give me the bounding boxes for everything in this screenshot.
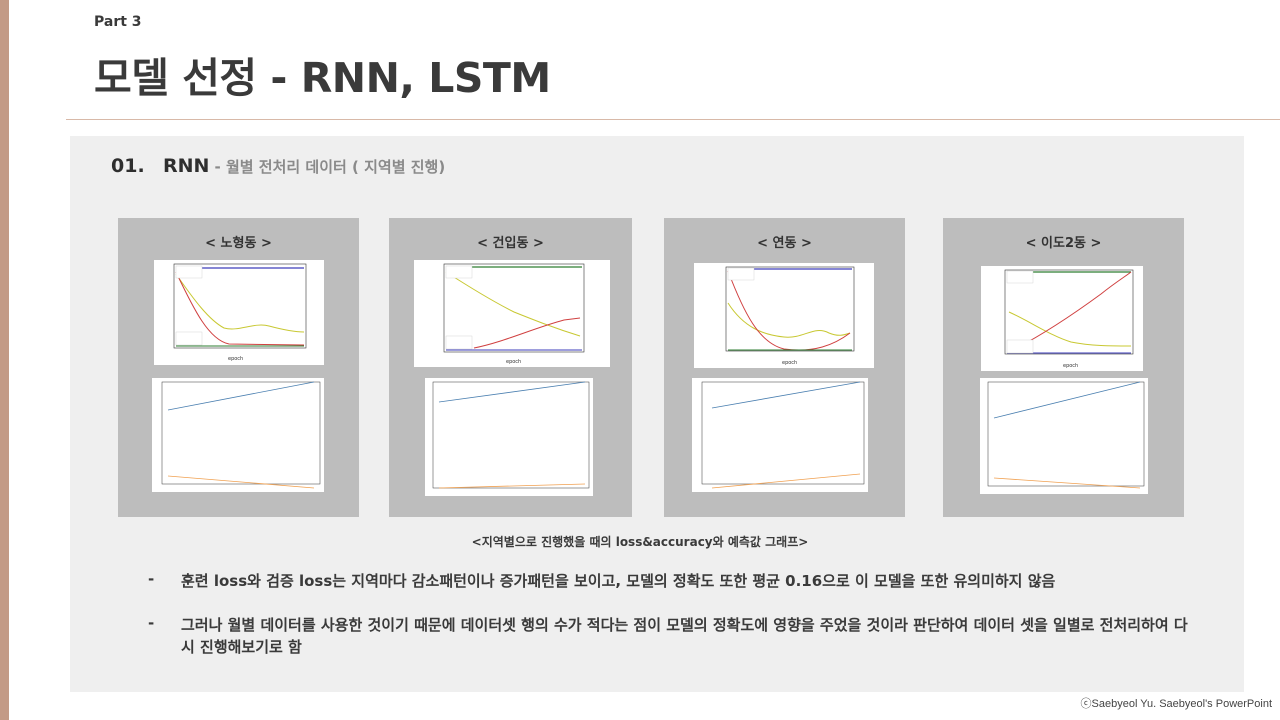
loss-accuracy-plot: epoch <box>694 263 874 368</box>
card-title: < 이도2동 > <box>943 232 1184 251</box>
loss-accuracy-plot: epoch <box>154 260 324 365</box>
bullet-dash: - <box>148 570 154 588</box>
section-description: - 월별 전처리 데이터 ( 지역별 진행) <box>215 158 446 176</box>
side-accent-bar <box>0 0 9 720</box>
bullet-text: 훈련 loss와 검증 loss는 지역마다 감소패턴이나 증가패턴을 보이고,… <box>181 570 1191 592</box>
figure-caption: <지역별으로 진행했을 때의 loss&accuracy와 예측값 그래프> <box>0 533 1280 550</box>
prediction-plot <box>425 378 593 496</box>
title-divider <box>66 119 1280 120</box>
prediction-chart <box>980 378 1148 494</box>
svg-text:epoch: epoch <box>1063 363 1078 369</box>
prediction-plot <box>152 378 324 492</box>
section-model: RNN <box>163 155 209 177</box>
region-card-nohyeong: < 노형동 > epoch <box>118 218 359 517</box>
prediction-chart <box>152 378 324 492</box>
slide-title: 모델 선정 - RNN, LSTM <box>94 44 551 104</box>
prediction-chart <box>692 378 868 492</box>
loss-accuracy-plot: epoch <box>414 260 610 367</box>
prediction-plot <box>692 378 868 492</box>
card-title: < 노형동 > <box>118 232 359 251</box>
card-title: < 건입동 > <box>389 232 632 251</box>
section-number: 01. <box>111 155 163 177</box>
svg-text:epoch: epoch <box>506 359 521 365</box>
svg-text:epoch: epoch <box>782 360 797 366</box>
svg-text:epoch: epoch <box>228 356 243 362</box>
prediction-chart <box>425 378 593 496</box>
region-card-ido2: < 이도2동 > epoch <box>943 218 1184 517</box>
bullet-dash: - <box>148 614 154 632</box>
section-heading: 01. RNN - 월별 전처리 데이터 ( 지역별 진행) <box>111 155 445 177</box>
card-title: < 연동 > <box>664 232 905 251</box>
loss-accuracy-chart: epoch <box>694 263 874 368</box>
region-card-geonip: < 건입동 > epoch <box>389 218 632 517</box>
loss-accuracy-plot: epoch <box>981 266 1143 371</box>
bullet-text: 그러나 월별 데이터를 사용한 것이기 때문에 데이터셋 행의 수가 적다는 점… <box>181 614 1191 658</box>
region-card-yeon: < 연동 > epoch <box>664 218 905 517</box>
prediction-plot <box>980 378 1148 494</box>
loss-accuracy-chart: epoch <box>414 260 610 367</box>
copyright-footer: ⓒSaebyeol Yu. Saebyeol's PowerPoint <box>1081 695 1272 711</box>
part-label: Part 3 <box>94 14 142 30</box>
loss-accuracy-chart: epoch <box>154 260 324 365</box>
loss-accuracy-chart: epoch <box>981 266 1143 371</box>
